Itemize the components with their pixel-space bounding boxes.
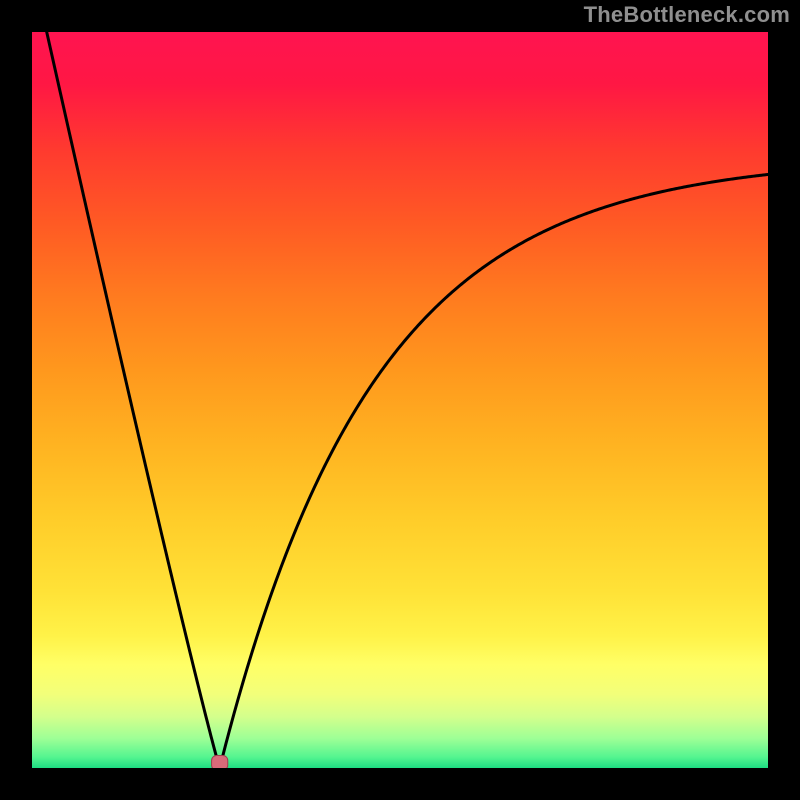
bottleneck-chart bbox=[0, 0, 800, 800]
chart-plot-area bbox=[32, 32, 768, 768]
chart-stage: TheBottleneck.com bbox=[0, 0, 800, 800]
minimum-marker bbox=[212, 755, 228, 770]
